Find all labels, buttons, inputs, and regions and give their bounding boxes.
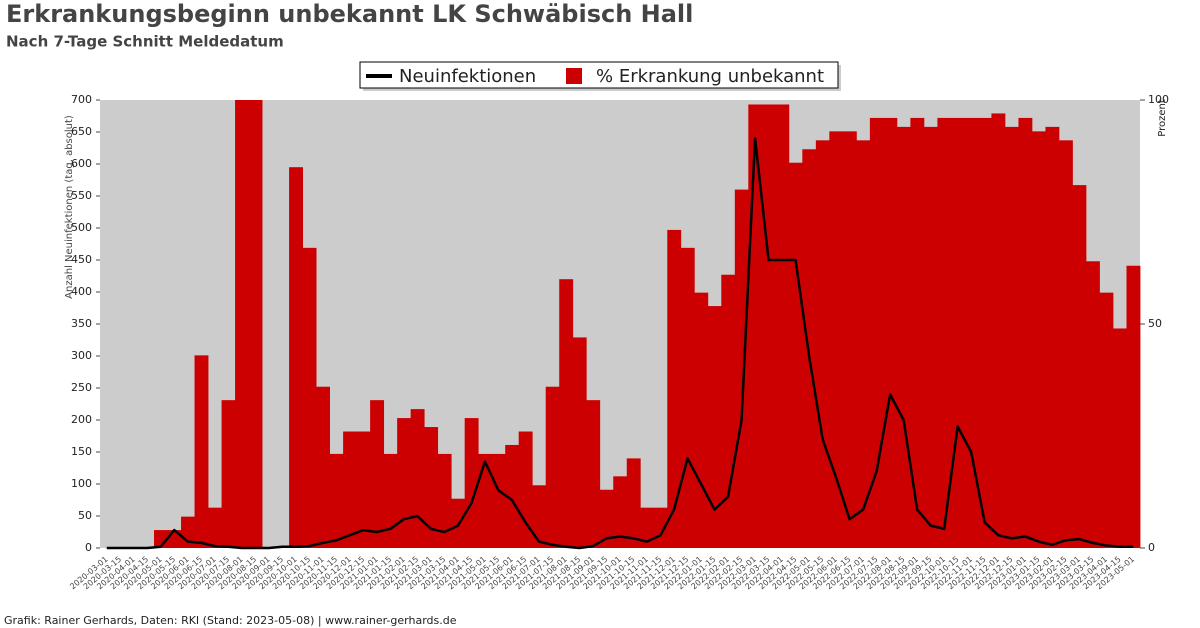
bar bbox=[842, 131, 857, 549]
bar bbox=[572, 337, 587, 548]
line bbox=[106, 137, 1134, 550]
bar bbox=[1072, 185, 1087, 548]
y-tick-label: 150 bbox=[71, 445, 92, 458]
bar bbox=[680, 247, 695, 548]
bar bbox=[235, 100, 249, 548]
bar bbox=[694, 292, 709, 548]
bar bbox=[856, 140, 871, 548]
bar bbox=[194, 355, 209, 548]
bar bbox=[370, 400, 385, 548]
bar bbox=[829, 131, 844, 549]
bar bbox=[532, 485, 547, 548]
bar bbox=[910, 117, 925, 549]
chart-title: Erkrankungsbeginn unbekannt LK Schwäbisc… bbox=[6, 0, 693, 28]
bar bbox=[464, 418, 479, 548]
y-tick-label: 300 bbox=[71, 349, 92, 362]
bar bbox=[950, 117, 965, 549]
bar bbox=[1031, 131, 1046, 549]
footer: Grafik: Rainer Gerhards, Daten: RKI (Sta… bbox=[4, 614, 457, 627]
bar bbox=[977, 117, 992, 549]
bar bbox=[343, 431, 358, 548]
bar bbox=[1004, 126, 1019, 548]
bar bbox=[208, 507, 222, 548]
bar bbox=[937, 117, 952, 549]
legend-label: Neuinfektionen bbox=[399, 66, 536, 87]
bar bbox=[613, 476, 628, 548]
bar bbox=[748, 104, 763, 548]
bar bbox=[1099, 292, 1114, 548]
y2-tick-label: 100 bbox=[1148, 93, 1169, 106]
bar bbox=[815, 140, 830, 548]
y-tick-label: 450 bbox=[71, 253, 92, 266]
legend-label: % Erkrankung unbekannt bbox=[596, 66, 824, 87]
legend bbox=[359, 61, 839, 89]
bar bbox=[991, 113, 1006, 548]
bar bbox=[1018, 117, 1033, 549]
bar bbox=[761, 104, 776, 548]
bar bbox=[478, 453, 493, 548]
y-tick-label: 200 bbox=[71, 413, 92, 426]
bar bbox=[1085, 261, 1100, 548]
legend-swatch bbox=[566, 68, 582, 84]
bar bbox=[329, 453, 344, 548]
bar bbox=[559, 279, 574, 548]
y-tick-label: 250 bbox=[71, 381, 92, 394]
bar bbox=[923, 126, 938, 548]
bar bbox=[1045, 126, 1060, 548]
y-tick-label: 600 bbox=[71, 157, 92, 170]
bar bbox=[397, 418, 412, 548]
bar bbox=[221, 400, 236, 548]
bar bbox=[437, 453, 452, 548]
y2-axis-label: Prozent bbox=[1157, 99, 1168, 137]
bar bbox=[491, 453, 506, 548]
y-tick-label: 700 bbox=[71, 93, 92, 106]
bar bbox=[356, 431, 371, 548]
bar bbox=[586, 400, 601, 548]
bar bbox=[383, 453, 398, 548]
bar bbox=[964, 117, 979, 549]
bar bbox=[1126, 265, 1141, 548]
bar bbox=[734, 189, 749, 548]
y-tick-label: 500 bbox=[71, 221, 92, 234]
bar bbox=[410, 409, 425, 548]
bar bbox=[505, 444, 520, 548]
bar bbox=[775, 104, 790, 548]
bar bbox=[626, 458, 641, 548]
bar bbox=[883, 117, 898, 549]
bar bbox=[545, 386, 560, 548]
bar bbox=[721, 274, 736, 548]
bar bbox=[248, 100, 263, 548]
bar bbox=[1058, 140, 1073, 548]
y2-tick-label: 0 bbox=[1148, 541, 1155, 554]
chart-subtitle: Nach 7-Tage Schnitt Meldedatum bbox=[6, 33, 284, 51]
bar bbox=[788, 162, 803, 548]
y-tick-label: 350 bbox=[71, 317, 92, 330]
bar bbox=[869, 117, 884, 549]
bar bbox=[316, 386, 331, 548]
y2-tick-label: 50 bbox=[1148, 317, 1162, 330]
bar bbox=[667, 229, 682, 549]
bar bbox=[302, 247, 317, 548]
y-tick-label: 0 bbox=[85, 541, 92, 554]
y-tick-label: 100 bbox=[71, 477, 92, 490]
y-tick-label: 50 bbox=[78, 509, 92, 522]
y-tick-label: 400 bbox=[71, 285, 92, 298]
bar bbox=[896, 126, 911, 548]
bar bbox=[599, 489, 614, 548]
y-tick-label: 650 bbox=[71, 125, 92, 138]
bar bbox=[640, 507, 655, 548]
bar bbox=[289, 167, 303, 548]
y-axis-label: Anzahl Neuinfektionen (tag. absolut) bbox=[64, 115, 75, 299]
bar bbox=[1112, 328, 1127, 548]
bar bbox=[707, 306, 722, 548]
bar bbox=[424, 427, 439, 548]
y-tick-label: 550 bbox=[71, 189, 92, 202]
